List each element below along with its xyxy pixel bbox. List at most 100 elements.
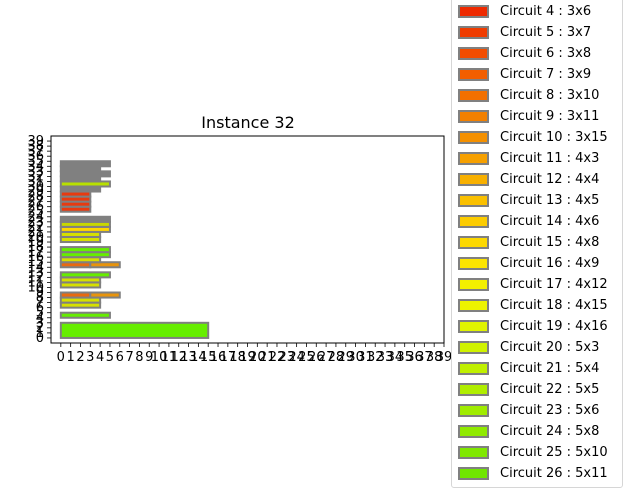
legend-swatch [458, 424, 489, 438]
legend-label: Circuit 14 : 4x6 [500, 213, 600, 229]
y-tick-label-29: 29 [27, 185, 44, 200]
plot-area-frame [50, 135, 445, 344]
circuit-rect-0 [59, 321, 210, 339]
y-tick-label-9: 9 [36, 286, 44, 301]
legend-label: Circuit 18 : 4x15 [500, 297, 608, 313]
circuit-rect-5 [89, 291, 121, 299]
legend-label: Circuit 17 : 4x12 [500, 276, 608, 292]
legend-item: Circuit 19 : 4x16 [458, 318, 608, 334]
legend-swatch [458, 4, 489, 18]
y-tick-label-18: 18 [27, 240, 44, 255]
legend-label: Circuit 22 : 5x5 [500, 381, 600, 397]
legend-swatch [458, 277, 489, 291]
y-tick-label-19: 19 [27, 235, 44, 250]
legend-item: Circuit 20 : 5x3 [458, 339, 599, 355]
y-tick-label-24: 24 [27, 210, 44, 225]
legend-label: Circuit 7 : 3x9 [500, 66, 592, 82]
y-tick-label-26: 26 [27, 200, 44, 215]
legend-item: Circuit 11 : 4x3 [458, 150, 599, 166]
legend-item: Circuit 22 : 5x5 [458, 381, 599, 397]
y-tick-label-32: 32 [27, 169, 44, 184]
legend-item: Circuit 23 : 5x6 [458, 402, 599, 418]
x-tick-label-6: 6 [116, 350, 124, 365]
y-ticks-layer: 0123456789101112131415161718192021222324… [27, 134, 51, 346]
y-tick-label-39: 39 [27, 134, 44, 149]
legend-item: Circuit 9 : 3x11 [458, 108, 599, 124]
x-tick-label-35: 35 [396, 350, 413, 365]
x-ticks-layer: 0 1 2 3 4 5 6 7 8 9101112131415161718192021222324… [57, 343, 452, 365]
legend-swatch [458, 67, 489, 81]
y-tick-label-15: 15 [27, 255, 44, 270]
y-tick-label-14: 14 [27, 260, 44, 275]
legend-item: Circuit 18 : 4x15 [458, 297, 608, 313]
circuit-rect-10 [89, 261, 121, 269]
y-tick-label-34: 34 [27, 159, 44, 174]
legend-label: Circuit 10 : 3x15 [500, 129, 608, 145]
legend-label: Circuit 25 : 5x10 [500, 444, 608, 460]
x-tick-label-21: 21 [259, 350, 276, 365]
legend-swatch [458, 235, 489, 249]
circuit-rect-28 [59, 160, 111, 168]
legend-swatch [458, 361, 489, 375]
x-tick-label-18: 18 [229, 350, 246, 365]
legend-label: Circuit 24 : 5x8 [500, 423, 600, 439]
y-tick-label-20: 20 [27, 230, 44, 245]
legend-swatch [458, 214, 489, 228]
x-tick-label-20: 20 [249, 350, 266, 365]
y-tick-label-37: 37 [27, 144, 44, 159]
circuit-rect-8 [59, 271, 111, 279]
x-tick-label-27: 27 [318, 350, 335, 365]
legend-item: Circuit 24 : 5x8 [458, 423, 599, 439]
circuit-rect-18 [59, 215, 111, 223]
x-tick-label-33: 33 [377, 350, 394, 365]
bars-layer [59, 160, 210, 339]
x-tick-label-24: 24 [288, 350, 305, 365]
x-tick-label-26: 26 [308, 350, 325, 365]
y-tick-label-2: 2 [36, 321, 44, 336]
y-tick-label-6: 6 [36, 301, 44, 316]
legend-label: Circuit 4 : 3x6 [500, 3, 592, 19]
legend-item: Circuit 4 : 3x6 [458, 3, 591, 19]
legend: Circuit 4 : 3x6 Circuit 5 : 3x7 Circuit 6 … [451, 0, 623, 488]
circuit-rect-13 [59, 246, 111, 254]
legend-item: Circuit 25 : 5x10 [458, 444, 608, 460]
legend-swatch [458, 25, 489, 39]
x-tick-label-17: 17 [220, 350, 237, 365]
legend-label: Circuit 21 : 5x4 [500, 360, 600, 376]
legend-swatch [458, 151, 489, 165]
x-tick-label-31: 31 [357, 350, 374, 365]
x-tick-label-0: 0 [57, 350, 65, 365]
legend-label: Circuit 11 : 4x3 [500, 150, 600, 166]
legend-item: Circuit 14 : 4x6 [458, 213, 599, 229]
x-tick-label-22: 22 [269, 350, 286, 365]
legend-label: Circuit 6 : 3x8 [500, 45, 592, 61]
y-tick-label-38: 38 [27, 139, 44, 154]
x-tick-label-19: 19 [239, 350, 256, 365]
legend-item: Circuit 12 : 4x4 [458, 171, 599, 187]
legend-swatch [458, 256, 489, 270]
legend-swatch [458, 109, 489, 123]
y-tick-label-12: 12 [27, 270, 44, 285]
legend-item: Circuit 10 : 3x15 [458, 129, 608, 145]
x-tick-label-7: 7 [125, 350, 133, 365]
circuit-rect-1 [59, 311, 111, 319]
x-tick-label-10: 10 [151, 350, 168, 365]
legend-item: Circuit 26 : 5x11 [458, 465, 608, 481]
legend-swatch [458, 403, 489, 417]
x-tick-label-12: 12 [170, 350, 187, 365]
legend-swatch [458, 445, 489, 459]
legend-label: Circuit 13 : 4x5 [500, 192, 600, 208]
x-tick-label-32: 32 [367, 350, 384, 365]
legend-label: Circuit 26 : 5x11 [500, 465, 608, 481]
legend-item: Circuit 16 : 4x9 [458, 255, 599, 271]
y-tick-label-4: 4 [36, 311, 44, 326]
x-tick-label-14: 14 [190, 350, 207, 365]
legend-swatch [458, 172, 489, 186]
x-tick-label-13: 13 [180, 350, 197, 365]
y-tick-label-33: 33 [27, 164, 44, 179]
x-tick-label-29: 29 [337, 350, 354, 365]
y-tick-label-11: 11 [27, 275, 44, 290]
circuit-rect-4 [59, 291, 92, 299]
y-tick-label-21: 21 [27, 225, 44, 240]
y-tick-label-30: 30 [27, 179, 44, 194]
